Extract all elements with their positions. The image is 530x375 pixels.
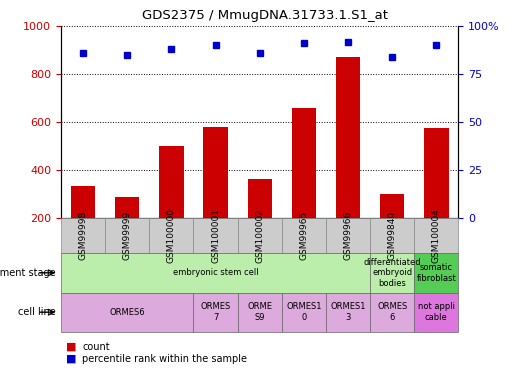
Text: count: count — [82, 342, 110, 352]
Text: differentiated
embryoid
bodies: differentiated embryoid bodies — [364, 258, 421, 288]
Text: ORMES
6: ORMES 6 — [377, 303, 408, 322]
Text: embryonic stem cell: embryonic stem cell — [173, 268, 258, 278]
Text: ORMES1
3: ORMES1 3 — [330, 303, 366, 322]
Text: GSM99965: GSM99965 — [299, 211, 308, 260]
Text: GSM99999: GSM99999 — [123, 211, 131, 260]
Bar — [115, 197, 139, 217]
Text: somatic
fibroblast: somatic fibroblast — [417, 263, 456, 282]
Text: ORME
S9: ORME S9 — [247, 303, 272, 322]
Text: development stage: development stage — [0, 268, 56, 278]
Text: ORMES1
0: ORMES1 0 — [286, 303, 322, 322]
Text: GSM100000: GSM100000 — [167, 208, 176, 263]
Bar — [159, 146, 183, 218]
Text: GSM100002: GSM100002 — [255, 208, 264, 263]
Text: ORMES
7: ORMES 7 — [200, 303, 231, 322]
Text: GSM100004: GSM100004 — [432, 208, 441, 263]
Bar — [292, 108, 316, 218]
Text: GSM99998: GSM99998 — [78, 211, 87, 260]
Text: GSM99966: GSM99966 — [343, 211, 352, 260]
Text: percentile rank within the sample: percentile rank within the sample — [82, 354, 247, 364]
Text: GSM100001: GSM100001 — [211, 208, 220, 263]
Bar — [71, 186, 95, 218]
Bar — [380, 194, 404, 217]
Text: ORMES6: ORMES6 — [109, 308, 145, 316]
Text: cell line: cell line — [18, 307, 56, 317]
Text: not appli
cable: not appli cable — [418, 303, 455, 322]
Bar — [424, 128, 448, 218]
Text: GDS2375 / MmugDNA.31733.1.S1_at: GDS2375 / MmugDNA.31733.1.S1_at — [142, 9, 388, 22]
Text: GSM99840: GSM99840 — [388, 211, 396, 260]
Bar — [248, 179, 272, 218]
Text: ■: ■ — [66, 342, 77, 352]
Text: ■: ■ — [66, 354, 77, 364]
Bar — [336, 57, 360, 217]
Bar — [204, 127, 228, 218]
